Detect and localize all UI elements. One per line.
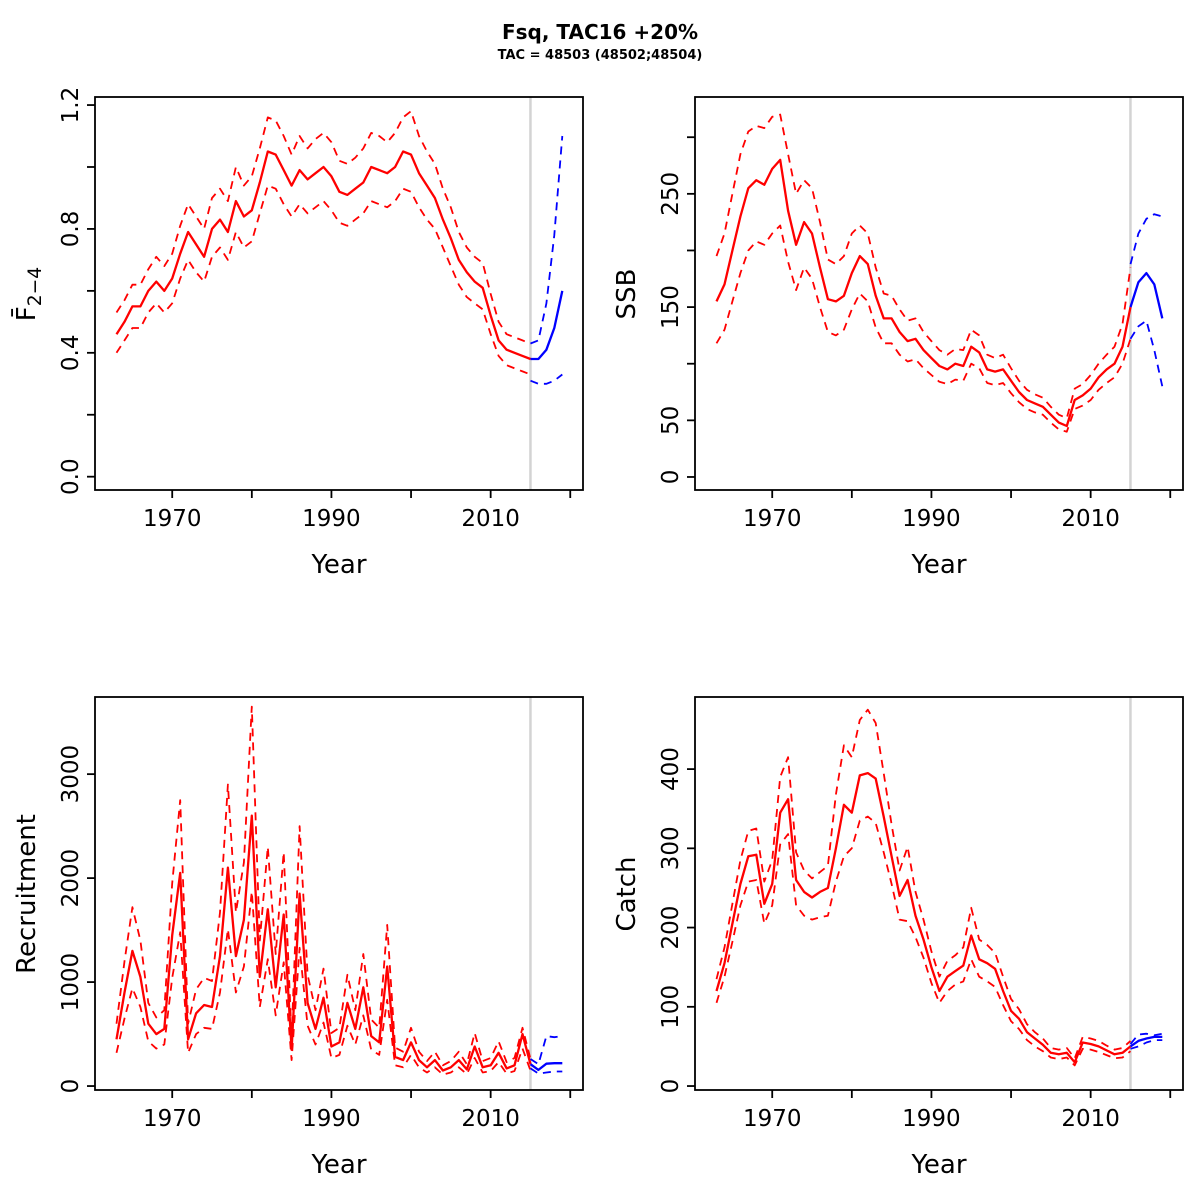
recruitment-forecast-upper-ci [530,1035,563,1066]
recruitment-y-tick-label: 1000 [58,953,84,1012]
figure-title: Fsq, TAC16 +20% [501,20,699,44]
fbar-x-tick-label: 1970 [143,506,202,532]
catch-forecast-upper-ci [1129,1032,1163,1045]
fbar-forecast-median [530,290,564,361]
recruitment-y-tick-label: 3000 [58,745,84,804]
ssb-history-lower-ci [715,224,1132,433]
catch-x-axis-title: Year [911,1150,967,1180]
recruitment-x-axis-title: Year [311,1150,367,1180]
recruitment-forecast-lower-ci [530,1067,563,1075]
catch-y-tick-label: 200 [658,906,684,950]
panel-recruitment: 1970 1990 2010 0 1000 2000 3000 Recruitment Ye… [0,600,600,1200]
catch-x-tick-label: 1970 [743,1106,802,1132]
catch-y-tick-label: 400 [658,747,684,791]
recruitment-y-axis-title-main: Recruitment [12,814,42,974]
recruitment-history-lower-ci [115,890,532,1076]
ssb-plot-canvas: 1970 1990 2010 0 50 150 250 [658,96,1184,532]
ssb-y-tick-label: 250 [658,172,684,216]
recruitment-history-median [115,814,532,1072]
catch-series-group [715,708,1163,1067]
ssb-y-axis-title-main: SSB [612,268,642,320]
fbar-x-tick-label: 1990 [302,506,361,532]
recruitment-y-tick-label: 2000 [58,849,84,908]
recruitment-y-tick-label: 0 [58,1079,84,1094]
panel-catch: 1970 1990 2010 0 100 200 300 400 Catch Year [600,600,1200,1200]
catch-y-tick-label: 300 [658,826,684,870]
recruitment-y-axis-title: Recruitment [10,714,44,1074]
catch-y-tick-label: 100 [658,985,684,1029]
fbar-y-tick-label: 0.0 [58,458,84,495]
fbar-series-group [115,110,564,385]
ssb-forecast-upper-ci [1129,213,1163,265]
catch-x-tick-label: 1990 [902,1106,961,1132]
ssb-history-median [715,158,1132,428]
ssb-plot-frame [694,96,1184,491]
catch-forecast-median [1129,1035,1163,1048]
catch-y-tick-label: 0 [658,1079,684,1094]
ssb-x-tick-label: 1990 [902,506,961,532]
ssb-series-group [715,113,1164,433]
recruitment-series-group [115,705,563,1076]
recruitment-history-upper-ci [115,705,532,1067]
ssb-y-tick-label: 0 [658,470,684,485]
figure-subtitle: TAC = 48503 (48502;48504) [497,48,703,63]
ssb-x-tick-label: 2010 [1061,506,1120,532]
catch-y-axis-title-main: Catch [612,856,642,932]
fbar-y-tick-label: 1.2 [58,87,84,124]
fbar-plot-frame [94,96,584,491]
catch-plot-frame [694,696,1184,1091]
fbar-history-upper-ci [115,110,531,345]
fbar-x-tick-label: 2010 [461,506,520,532]
catch-plot-canvas: 1970 1990 2010 0 100 200 300 400 [658,696,1184,1132]
recruitment-x-tick-label: 1990 [302,1106,361,1132]
fbar-y-axis-title-sub: 2−4 [25,266,47,307]
fbar-history-lower-ci [115,184,531,376]
recruitment-x-tick-label: 2010 [461,1106,520,1132]
catch-y-axis-title: Catch [610,714,644,1074]
catch-history-lower-ci [715,815,1132,1067]
recruitment-forecast-median [529,1062,563,1072]
fbar-history-median [115,150,531,361]
panel-fbar: 1970 1990 2010 0.0 0.4 0.8 1.2 F̄2−4 Year [0,0,600,600]
ssb-x-tick-label: 1970 [743,506,802,532]
fbar-y-axis-title: F̄2−4 [10,114,47,474]
ssb-history-upper-ci [715,113,1132,420]
catch-history-upper-ci [715,708,1132,1060]
recruitment-plot-frame [94,696,584,1091]
ssb-y-tick-label: 50 [658,406,684,435]
recruitment-x-tick-label: 1970 [143,1106,202,1132]
ssb-forecast-median [1129,271,1164,319]
catch-forecast-lower-ci [1130,1039,1163,1050]
fbar-y-tick-label: 0.8 [58,211,84,248]
ssb-y-tick-label: 150 [658,285,684,329]
fbar-y-tick-label: 0.4 [58,335,84,372]
fbar-plot-canvas: 1970 1990 2010 0.0 0.4 0.8 1.2 [58,87,584,532]
ssb-forecast-lower-ci [1129,319,1164,387]
ssb-x-axis-title: Year [911,550,967,580]
catch-x-tick-label: 2010 [1061,1106,1120,1132]
recruitment-plot-canvas: 1970 1990 2010 0 1000 2000 3000 [58,696,584,1132]
fbar-forecast-upper-ci [530,135,564,345]
fbar-forecast-lower-ci [530,373,563,385]
fbar-x-axis-title: Year [311,550,367,580]
catch-history-median [715,771,1132,1064]
fbar-y-axis-title-main: F̄ [12,306,42,322]
panel-ssb: 1970 1990 2010 0 50 150 250 SSB Year [600,0,1200,600]
ssb-y-axis-title: SSB [610,114,644,474]
